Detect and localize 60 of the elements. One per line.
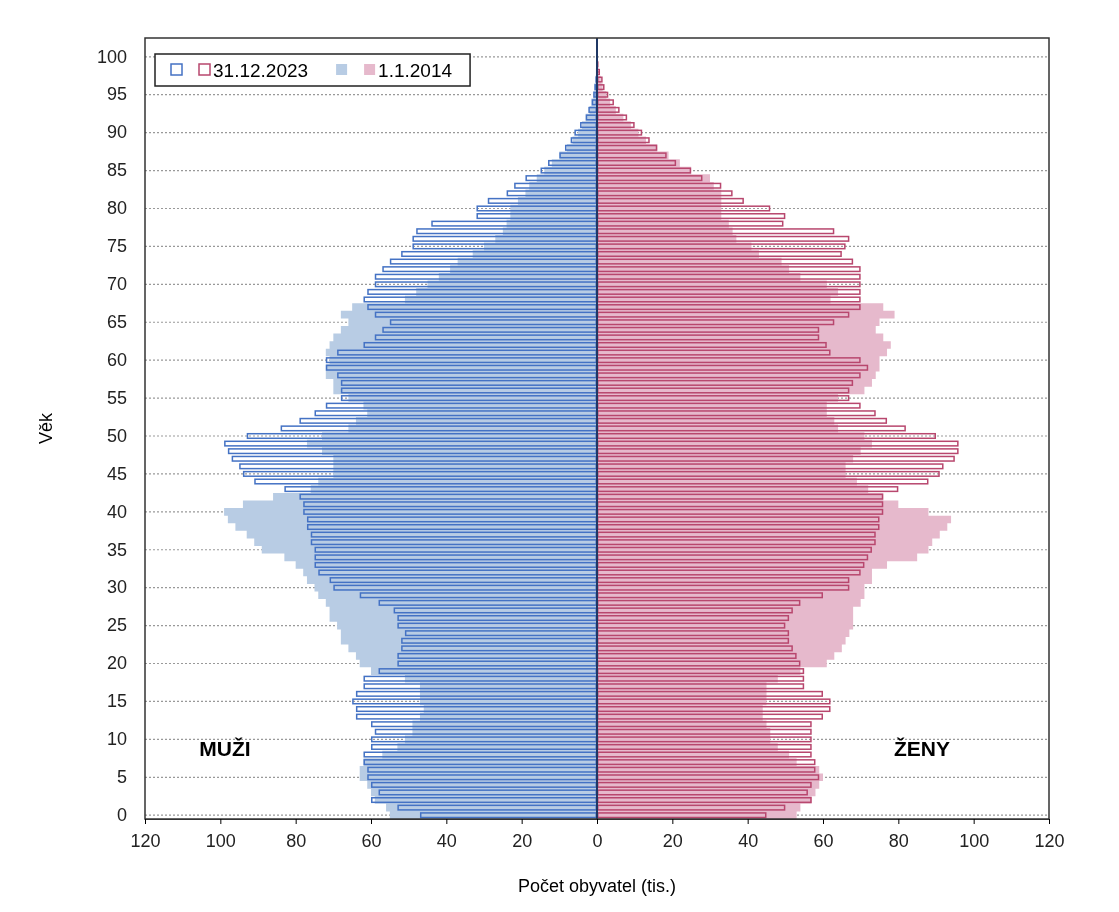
annotation: MUŽI: [199, 737, 251, 760]
y-tick-label: 25: [106, 615, 127, 636]
bar: [306, 523, 597, 531]
x-tick-label: 100: [959, 830, 990, 851]
annotation: ŽENY: [893, 737, 951, 760]
y-tick-label: 85: [106, 160, 127, 181]
bar: [355, 706, 597, 713]
legend-label: 31.12.2023: [213, 60, 309, 81]
bar: [363, 341, 597, 349]
y-tick-label: 80: [106, 198, 127, 219]
y-tick-label: 30: [106, 577, 127, 598]
bar: [597, 122, 635, 129]
bar: [597, 706, 831, 713]
x-tick-label: 60: [361, 830, 382, 851]
y-tick-label: 10: [106, 729, 127, 750]
bar: [548, 159, 597, 166]
y-tick-label: 0: [116, 804, 127, 825]
x-tick-label: 100: [205, 830, 236, 851]
x-tick-label: 20: [512, 830, 533, 851]
bar: [597, 432, 936, 440]
y-tick-label: 100: [96, 46, 127, 67]
y-tick-label: 20: [106, 653, 127, 674]
y-tick-label: 60: [106, 349, 127, 370]
y-tick-label: 95: [106, 84, 127, 105]
y-tick-label: 50: [106, 425, 127, 446]
bar: [246, 432, 597, 440]
y-tick-label: 65: [106, 312, 127, 332]
y-tick-label: 40: [106, 501, 127, 522]
y-axis-title: Věk: [36, 412, 56, 445]
bar: [597, 743, 812, 750]
bar: [597, 341, 827, 349]
x-tick-label: 120: [1034, 830, 1065, 851]
legend-label: 1.1.2014: [378, 60, 453, 81]
y-tick-label: 5: [116, 767, 127, 788]
y-tick-label: 45: [106, 463, 127, 484]
y-tick-label: 15: [106, 691, 127, 712]
bar: [371, 797, 597, 804]
x-tick-label: 20: [662, 830, 683, 851]
y-tick-label: 35: [106, 539, 127, 560]
bar: [597, 797, 812, 804]
x-tick-label: 80: [286, 830, 307, 851]
y-tick-label: 55: [106, 387, 127, 408]
y-tick-label: 90: [106, 122, 127, 143]
x-tick-label: 40: [738, 830, 759, 851]
bar: [401, 250, 597, 258]
x-tick-label: 60: [813, 830, 834, 851]
bar: [597, 614, 790, 622]
y-tick-label: 70: [106, 274, 127, 295]
bar: [580, 122, 597, 129]
bar: [597, 523, 880, 531]
x-tick-label: 120: [130, 830, 161, 851]
x-tick-label: 0: [592, 830, 603, 851]
bar: [397, 614, 597, 622]
x-axis-title: Počet obyvatel (tis.): [517, 876, 677, 896]
bar: [597, 159, 677, 166]
y-tick-label: 75: [106, 236, 127, 257]
x-tick-label: 40: [436, 830, 457, 851]
bar: [371, 743, 597, 750]
x-tick-label: 80: [888, 830, 909, 851]
bar: [597, 250, 842, 258]
